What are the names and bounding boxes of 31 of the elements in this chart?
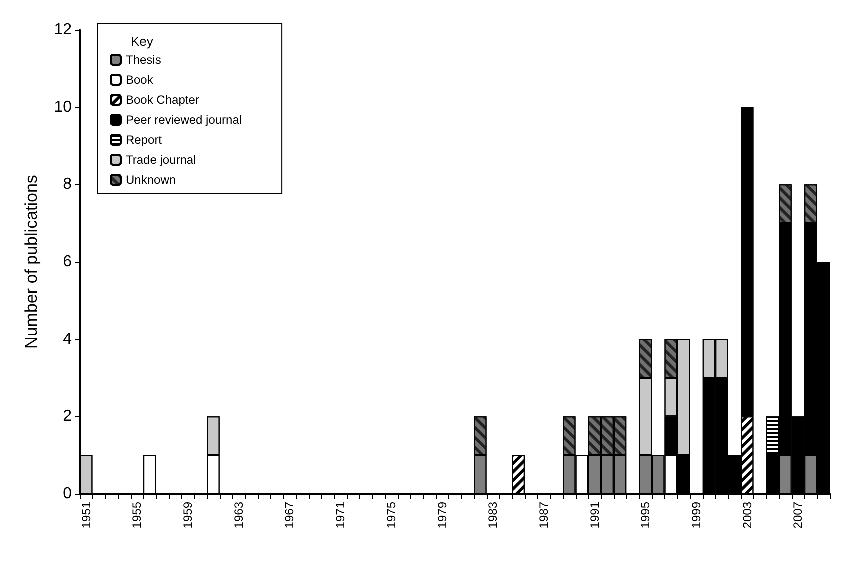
y-tick-label: 4 — [63, 330, 72, 348]
y-tick-label: 2 — [63, 408, 72, 426]
x-tick-label: 1955 — [130, 502, 144, 529]
x-tick-label: 1951 — [79, 502, 94, 529]
x-tick-label: 1983 — [486, 502, 500, 529]
x-tick-label: 2003 — [740, 502, 754, 529]
x-tick-label: 1963 — [232, 502, 246, 529]
y-tick-label: 8 — [63, 176, 72, 194]
y-tick-label: 10 — [54, 98, 72, 116]
x-tick-label: 1987 — [536, 502, 551, 529]
x-tick-label: 1967 — [282, 502, 297, 529]
legend-label: Book Chapter — [126, 93, 200, 107]
y-tick-label: 12 — [54, 22, 72, 38]
x-tick-label: 1971 — [334, 502, 348, 529]
legend-label: Report — [126, 133, 163, 147]
x-tick-label: 1979 — [435, 502, 450, 529]
legend-label: Trade journal — [126, 153, 196, 167]
y-tick-label: 0 — [63, 486, 72, 502]
x-tick-label: 2007 — [791, 502, 806, 529]
legend-label: Peer reviewed journal — [126, 113, 242, 127]
y-axis-title: Number of publications — [22, 175, 41, 349]
legend-label: Thesis — [126, 53, 162, 67]
x-tick-label: 1995 — [638, 502, 653, 529]
x-tick-label: 1959 — [181, 502, 196, 529]
legend-label: Unknown — [126, 173, 176, 187]
x-tick-label: 1991 — [588, 502, 602, 529]
x-tick-label: 1999 — [690, 502, 704, 529]
legend-title: Key — [131, 34, 154, 49]
x-tick-label: 1975 — [384, 502, 398, 529]
legend-label: Book — [126, 73, 154, 87]
y-tick-label: 6 — [63, 254, 72, 270]
